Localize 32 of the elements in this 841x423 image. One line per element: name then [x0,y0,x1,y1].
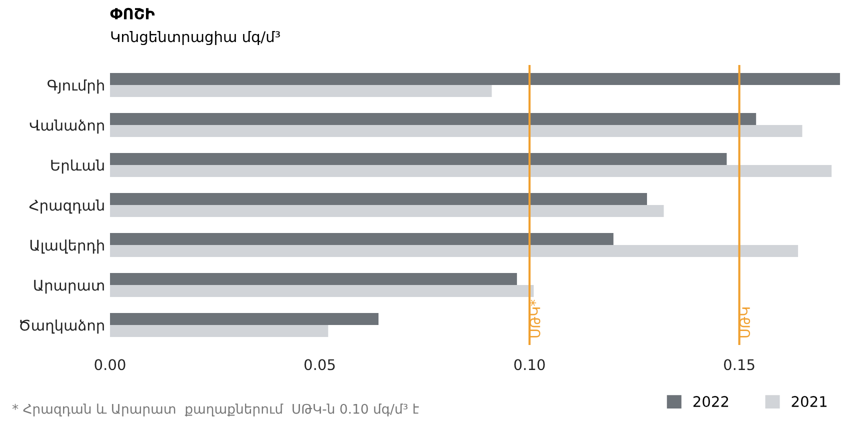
x-tick-label: 0.00 [94,359,126,370]
bar [110,325,328,337]
bar [110,273,517,285]
y-tick-label: Վանաձոր [30,119,104,134]
y-tick-label: Երևան [51,159,104,174]
chart-subtitle: Կոնցենտրացիա մգ/մ³ [111,30,280,46]
x-tick-label: 0.10 [514,359,545,370]
bar [110,205,664,217]
bar [110,85,492,97]
bar [110,73,840,85]
y-tick-label: Ալավերդի [30,239,104,254]
y-tick-label: Ծաղկաձոր [20,319,104,334]
y-tick-label: Հրազդան [29,199,104,214]
legend-label: 2022 [693,396,728,408]
text: * Հրազդան և Արարատ քաղաքներում ՍԹԿ-ն 0.10 մգ/մ³ է [12,404,419,416]
bar [110,245,798,257]
bar [110,153,727,165]
ref-line-label: ՍԹԿ* [530,300,540,338]
legend-label: 2021 [792,396,827,408]
bar [110,233,614,245]
bar [110,165,832,177]
ref-line-label: ՍԹԿ [740,308,750,338]
y-tick-label: Գյումրի [48,79,104,94]
chart-title: ՓՈՇԻ [110,8,155,20]
bar [110,113,756,125]
bar [110,125,802,137]
bar [110,313,379,325]
y-tick-label: Արարատ [34,280,104,294]
x-tick-label: 0.15 [724,359,754,370]
bar [110,193,648,205]
x-tick-label: 0.05 [304,359,335,370]
bar [110,285,534,297]
